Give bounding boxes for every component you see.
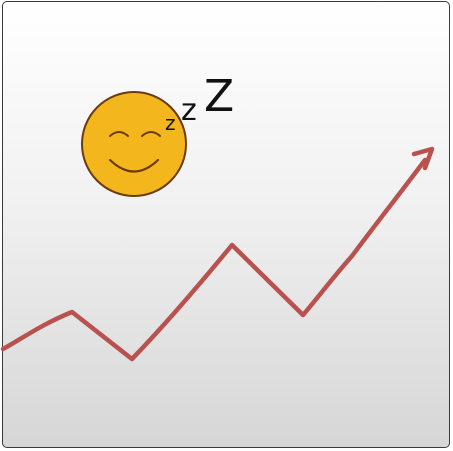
smile-mouth (108, 158, 160, 173)
closed-eye-right (141, 131, 161, 137)
snore-zzz: z z Z (165, 71, 234, 135)
arrow-head-icon (411, 146, 435, 171)
sleeping-face-icon (81, 91, 187, 197)
closed-eye-left (109, 131, 129, 137)
snore-z-small: z (165, 111, 176, 135)
snore-z-medium: z (181, 93, 197, 128)
upward-trend-arrow (0, 146, 435, 362)
face-circle (81, 91, 187, 197)
trend-line (0, 157, 428, 362)
snore-z-large: Z (204, 71, 234, 122)
